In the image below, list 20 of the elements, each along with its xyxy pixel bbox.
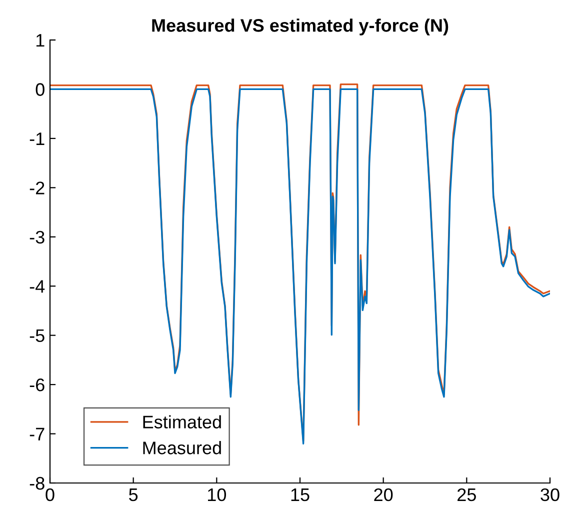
- legend-label: Estimated: [143, 415, 221, 428]
- y-tick-label: -3: [30, 230, 44, 244]
- legend-label: Measured: [143, 441, 221, 454]
- chart-title: Measured VS estimated y-force (N): [152, 18, 448, 36]
- x-tick-label: 5: [129, 488, 138, 502]
- y-tick-label: -6: [30, 378, 44, 392]
- x-tick-label: 25: [458, 488, 476, 502]
- x-tick-label: 20: [374, 488, 393, 502]
- y-tick-label: -5: [30, 329, 44, 342]
- y-tick-label: 1: [36, 34, 44, 47]
- x-tick-label: 10: [208, 488, 226, 502]
- y-tick-label: -4: [30, 280, 45, 293]
- y-tick-label: 0: [36, 83, 44, 96]
- y-tick-label: -7: [30, 428, 44, 440]
- x-tick-label: 0: [46, 488, 54, 502]
- y-tick-label: -2: [30, 182, 44, 194]
- x-tick-label: 15: [291, 488, 310, 502]
- y-tick-label: -1: [30, 132, 44, 145]
- y-tick-label: -8: [30, 476, 44, 490]
- x-tick-label: 30: [540, 488, 560, 502]
